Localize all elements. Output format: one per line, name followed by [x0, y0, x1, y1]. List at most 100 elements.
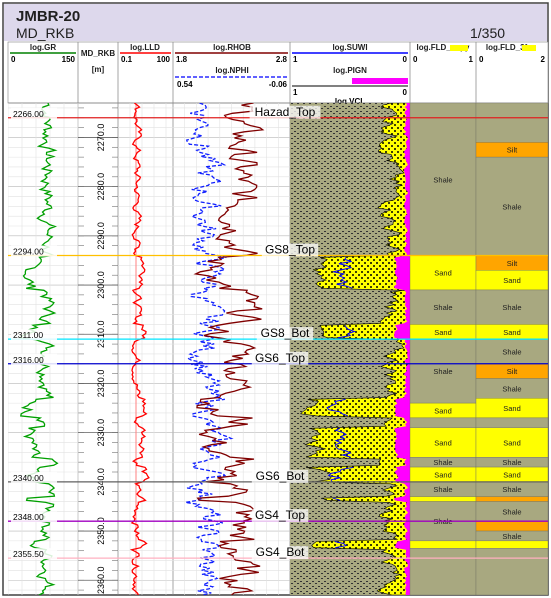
depth-tick-label: 2320.0 [96, 370, 106, 398]
suwi-max: 0 [403, 55, 408, 64]
top-depth-label-bg [11, 353, 57, 365]
depth-tick-label: 2290.0 [96, 222, 106, 250]
md-title: MD_RKB [81, 49, 115, 58]
top-name: Hazad_Top [255, 105, 316, 119]
fldcopy-key [450, 45, 468, 51]
gr-title: log.GR [30, 43, 56, 52]
fldcopy-title: log.FLD_copy [417, 43, 470, 52]
fld-copy-label: Shale [433, 485, 452, 494]
nphi-title: log.NPHI [215, 66, 248, 75]
top-depth-label-bg [11, 107, 57, 119]
suwi-min: 1 [293, 55, 298, 64]
lld-title: log.LLD [130, 43, 160, 52]
pign-title: log.PIGN [333, 66, 367, 75]
pign-fill [394, 103, 410, 595]
nphi-max: -0.06 [269, 80, 288, 89]
lld-min: 0.1 [121, 55, 133, 64]
top-depth-label: 2294.00 [13, 247, 44, 257]
top-name: GS6_Top [255, 351, 305, 365]
top-depth-label: 2266.00 [13, 109, 44, 119]
rhob-title: log.RHOB [213, 43, 251, 52]
fld-3fac-label: Shale [502, 458, 521, 467]
fld-3fac-interval [475, 103, 548, 143]
top-depth-label-bg [11, 471, 57, 483]
fld-copy-label: Shale [433, 458, 452, 467]
fld-copy-label: Sand [434, 269, 452, 278]
top-name-bg [261, 243, 319, 257]
vcl-sand-fill [300, 103, 411, 595]
fld-copy-label: Sand [434, 407, 452, 416]
fld3-max: 2 [541, 55, 546, 64]
lld-curve [129, 103, 150, 595]
top-depth-label-bg [11, 329, 57, 341]
pign-min: 1 [293, 88, 298, 97]
top-name: GS4_Bot [256, 545, 305, 559]
top-name-bg [251, 351, 309, 365]
fld-copy-interval [409, 548, 477, 595]
well-name: JMBR-20 [16, 8, 80, 25]
fldcopy-max: 1 [469, 55, 474, 64]
fld-3fac-label: Silt [507, 146, 518, 155]
suwi-title: log.SUWI [332, 43, 367, 52]
top-depth-label-bg [11, 548, 57, 560]
fld-3fac-interval [475, 548, 548, 595]
fld3-key [522, 45, 536, 51]
fld3-title: log.FLD_3fac [486, 43, 537, 52]
rhob-curve [193, 103, 265, 595]
fld-copy-label: Sand [434, 328, 452, 337]
top-name: GS6_Bot [256, 469, 305, 483]
fld-3fac-label: Sand [503, 404, 521, 413]
fld-3fac-label: Sand [503, 470, 521, 479]
fld-3fac-label: Shale [502, 347, 521, 356]
depth-tick-label: 2310.0 [96, 320, 106, 348]
rhob-max: 2.8 [276, 55, 288, 64]
fld-3fac-label: Shale [502, 202, 521, 211]
fld-copy-interval [409, 417, 477, 428]
top-name: GS8_Bot [261, 326, 310, 340]
vcl-title: log.VCL [335, 97, 365, 106]
top-depth-label: 2355.50 [13, 549, 44, 559]
top-name: GS4_Top [255, 508, 305, 522]
depth-tick-label: 2300.0 [96, 271, 106, 299]
suwi-curve [326, 257, 356, 549]
top-name-bg [251, 546, 309, 560]
fld-3fac-interval [475, 289, 548, 325]
top-name-bg [251, 509, 309, 523]
fld-copy-interval [409, 338, 477, 404]
top-depth-label: 2348.00 [13, 512, 44, 522]
top-depth-label: 2311.00 [13, 330, 43, 340]
fld-3fac-label: Silt [507, 259, 518, 268]
fld-3fac-label: Sand [503, 276, 521, 285]
depth-datum: MD_RKB [16, 25, 74, 41]
scale-label: 1/350 [470, 25, 505, 41]
fld-copy-label: Sand [434, 470, 452, 479]
fld-3fac-interval [475, 496, 548, 502]
top-depth-label: 2316.00 [13, 355, 44, 365]
fld-copy-label: Shale [433, 175, 452, 184]
fld-copy-interval [409, 427, 477, 458]
pign-scale-bar [352, 78, 408, 84]
rhob-min: 1.8 [176, 55, 188, 64]
depth-tick-label: 2280.0 [96, 173, 106, 201]
top-name-bg [251, 469, 309, 483]
top-name-bg [249, 105, 321, 119]
fld-3fac-label: Shale [502, 507, 521, 516]
top-depth-label: 2340.00 [13, 473, 44, 483]
md-unit: [m] [92, 65, 105, 74]
fld-copy-label: Shale [433, 303, 452, 312]
fld-3fac-interval [475, 156, 548, 256]
gr-min: 0 [11, 55, 16, 64]
fld-3fac-label: Shale [502, 384, 521, 393]
fld-3fac-interval [475, 521, 548, 532]
depth-tick-label: 2270.0 [96, 124, 106, 152]
fld-3fac-interval [475, 417, 548, 428]
depth-tick-label: 2350.0 [96, 517, 106, 545]
fld-3fac-label: Sand [503, 438, 521, 447]
top-depth-label-bg [11, 511, 57, 523]
fld-copy-label: Sand [434, 438, 452, 447]
fld-copy-interval [409, 496, 477, 502]
fld3-min: 0 [479, 55, 484, 64]
fld-copy-interval [409, 103, 477, 256]
fld-copy-label: Shale [433, 367, 452, 376]
fld-3fac-label: Shale [502, 532, 521, 541]
